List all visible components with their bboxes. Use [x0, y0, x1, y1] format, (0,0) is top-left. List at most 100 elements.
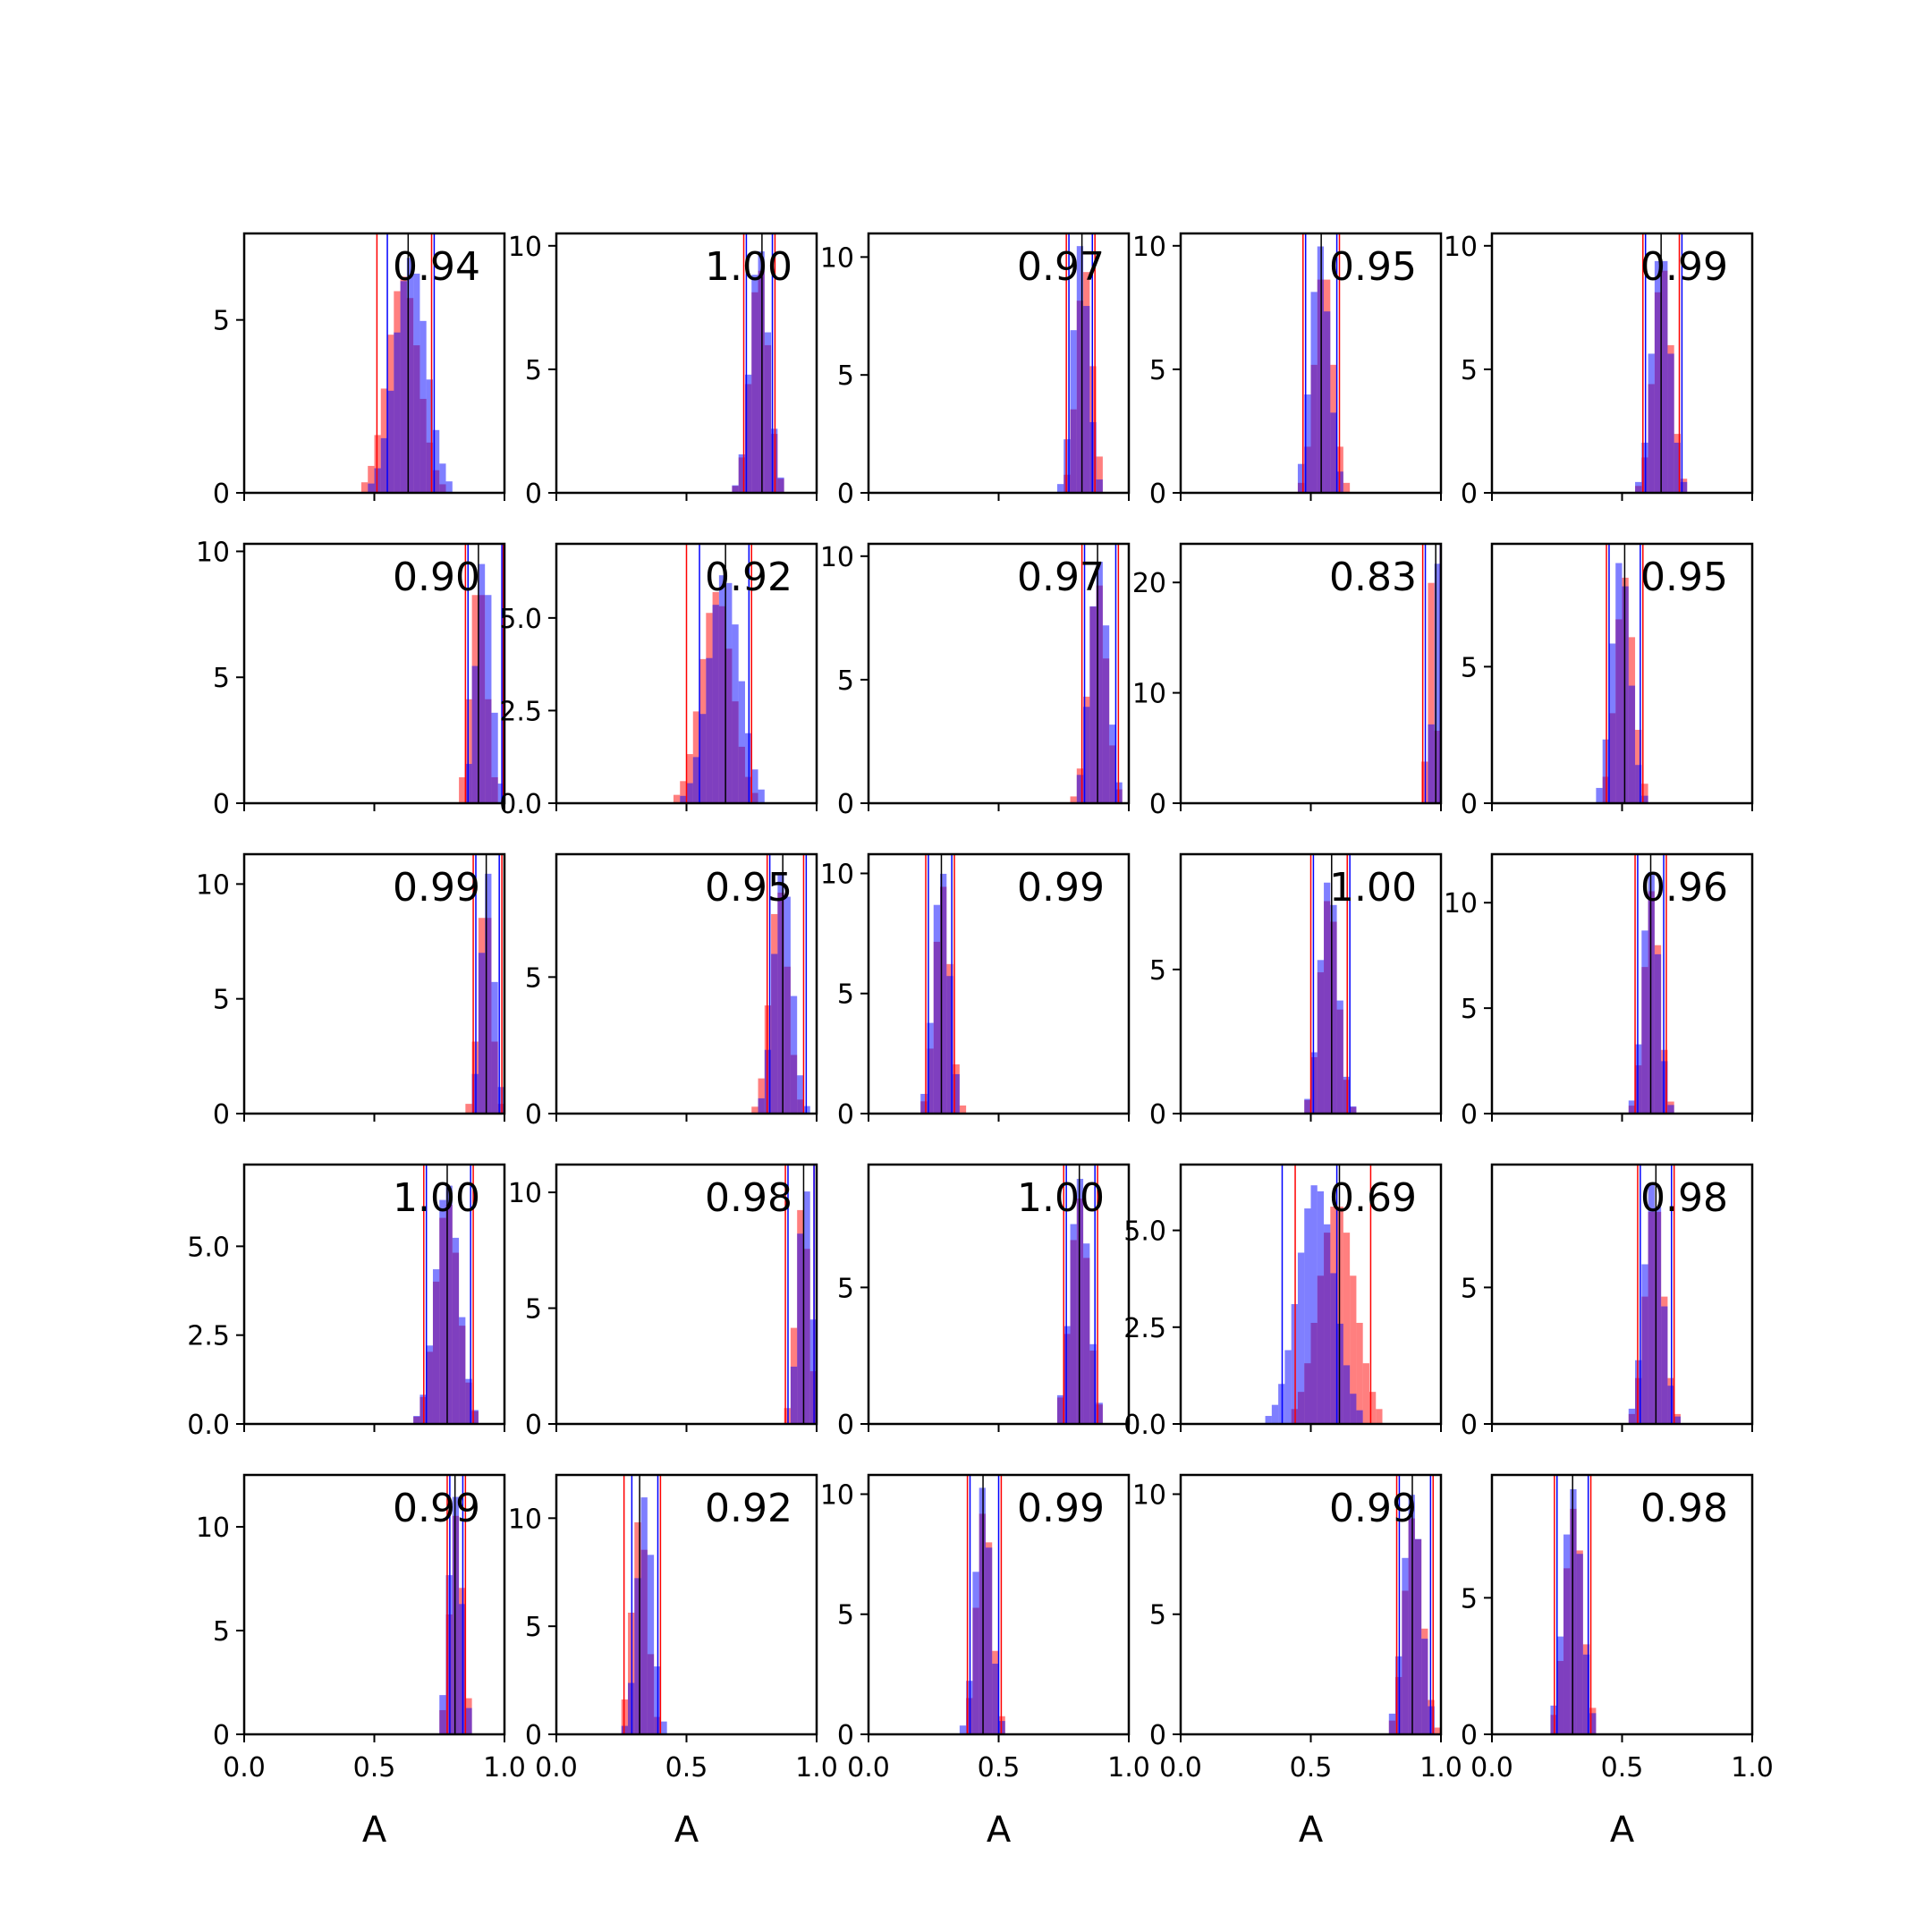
panel-r1-c1-annotation: 0.94 — [393, 244, 480, 290]
panel-r5-c1-ytick-label-0: 0 — [213, 1720, 230, 1751]
panel-r1-c5-blue-hist-bar-4 — [1661, 260, 1668, 493]
panel-r1-c1-blue-hist-bar-0 — [368, 483, 375, 493]
panel-r1-c1-red-hist-bar-0 — [360, 482, 369, 493]
panel-r4-c4-blue-hist-bar-5 — [1297, 1252, 1305, 1424]
panel-r5-c5-annotation: 0.98 — [1640, 1486, 1728, 1531]
panel-r4-c4-red-hist-bar-8 — [1343, 1233, 1351, 1424]
panel-r5-c3-xtick-label-0: 0.0 — [847, 1752, 890, 1784]
x-axis-label-col-4: A — [1299, 1809, 1324, 1851]
panel-r1-c1: 050.94 — [213, 232, 506, 510]
panel-r2-c3-ytick-label-0: 0 — [837, 789, 854, 820]
panel-r5-c1-blue-hist-bar-4 — [465, 1707, 472, 1734]
panel-r3-c2-blue-hist-bar-3 — [777, 873, 784, 1114]
panel-r2-c4-annotation: 0.83 — [1329, 555, 1417, 600]
panel-r3-c5-ytick-label-1: 5 — [1461, 994, 1478, 1025]
panel-r4-c4-ytick-label-1: 2.5 — [1123, 1313, 1166, 1344]
panel-r1-c4-ytick-label-2: 10 — [1132, 232, 1166, 263]
panel-r3-c4: 051.00 — [1149, 852, 1443, 1131]
panel-r4-c4-red-hist-bar-9 — [1350, 1275, 1357, 1424]
panel-r1-c5-ytick-label-1: 5 — [1461, 355, 1478, 386]
panel-r5-c3-annotation: 0.99 — [1017, 1486, 1105, 1531]
panel-r2-c3-blue-hist-bar-5 — [1109, 724, 1116, 803]
panel-r4-c4-blue-hist-bar-3 — [1284, 1350, 1292, 1424]
panel-r4-c2-ytick-label-1: 5 — [525, 1294, 542, 1326]
panel-r2-c5-red-hist-bar-6 — [1641, 784, 1648, 803]
panel-r4-c3-ytick-label-0: 0 — [837, 1410, 854, 1441]
panel-r1-c4-ytick-label-1: 5 — [1149, 355, 1166, 386]
panel-r2-c4-ytick-label-2: 20 — [1132, 568, 1166, 599]
panel-r3-c2-blue-hist-bar-2 — [771, 953, 778, 1114]
panel-r2-c2: 0.0 2.5 5.0 0.92 — [499, 542, 818, 820]
panel-r1-c2-blue-hist-bar-2 — [744, 374, 752, 493]
panel-r1-c4-blue-hist-bar-0 — [1297, 463, 1305, 493]
panel-r2-c3-blue-hist-bar-0 — [1076, 775, 1084, 803]
panel-r2-c3-blue-hist-bar-3 — [1096, 562, 1103, 803]
panel-r3-c4-blue-hist-bar-4 — [1330, 904, 1337, 1114]
panel-r4-c3-ytick-label-1: 5 — [837, 1273, 854, 1304]
panel-r1-c4-ytick-label-0: 0 — [1149, 479, 1166, 510]
panel-r4-c4-blue-hist-bar-9 — [1324, 1224, 1331, 1424]
panel-r5-c1: 0 5 10 0.99 — [196, 1473, 506, 1751]
panel-r4-c2-blue-hist-bar-0 — [790, 1366, 798, 1424]
panel-r4-c4-blue-hist-bar-13 — [1350, 1394, 1357, 1424]
panel-r1-c1-blue-hist-bar-3 — [387, 390, 394, 493]
panel-r4-c1-blue-hist-bar-3 — [432, 1269, 440, 1424]
panel-r5-c5-xtick-label-2: 1.0 — [1731, 1752, 1774, 1784]
panel-r3-c3-ytick-label-1: 5 — [837, 979, 854, 1011]
panel-r5-c5: 050.98 — [1461, 1473, 1754, 1751]
panel-r4-c2-blue-hist-bar-1 — [797, 1233, 804, 1424]
panel-r5-c3-xtick-label-2: 1.0 — [1107, 1752, 1150, 1784]
panel-r5-c1-blue-hist-bar-0 — [439, 1695, 446, 1734]
panel-r2-c1-annotation: 0.90 — [393, 555, 480, 600]
panel-r5-c5-blue-hist-bar-5 — [1582, 1654, 1590, 1734]
panel-r3-c2-ytick-label-0: 0 — [525, 1099, 542, 1131]
panel-r2-c1-blue-hist-bar-2 — [478, 564, 486, 803]
panel-r1-c1-blue-hist-bar-2 — [380, 437, 388, 493]
panel-r3-c3-red-hist-bar-6 — [959, 1105, 967, 1114]
panel-r2-c5-blue-hist-bar-5 — [1628, 685, 1636, 803]
panel-r4-c1-blue-hist-bar-0 — [413, 1416, 420, 1424]
panel-r2-c2-blue-hist-bar-8 — [732, 624, 739, 803]
panel-r5-c4-blue-hist-bar-0 — [1388, 1713, 1396, 1734]
panel-r3-c4-blue-hist-bar-0 — [1304, 1098, 1311, 1114]
panel-r1-c1-red-hist-bar-1 — [368, 465, 375, 493]
panel-r2-c1-blue-hist-bar-1 — [471, 665, 479, 803]
panel-r4-c2: 0 5 10 0.98 — [508, 1163, 818, 1441]
panel-r2-c2-blue-hist-bar-4 — [706, 657, 713, 803]
panel-r4-c1-ytick-label-0: 0.0 — [187, 1410, 230, 1441]
panel-r1-c1-ytick-label-0: 0 — [213, 479, 230, 510]
panel-r4-c1-blue-hist-bar-2 — [426, 1345, 433, 1424]
panel-r2-c3-blue-hist-bar-2 — [1089, 606, 1097, 803]
panel-r1-c5-blue-hist-bar-6 — [1674, 442, 1681, 493]
panel-r1-c3-blue-hist-bar-6 — [1096, 479, 1103, 493]
panel-r3-c2-blue-hist-bar-5 — [790, 996, 798, 1114]
panel-r3-c1-blue-hist-bar-1 — [478, 953, 486, 1114]
panel-r3-c2-blue-hist-bar-6 — [797, 1075, 804, 1114]
panel-r1-c1-blue-hist-bar-11 — [439, 463, 446, 493]
panel-r2-c1-ytick-label-1: 5 — [213, 663, 230, 694]
panel-r2-c5-blue-hist-bar-0 — [1596, 787, 1603, 803]
panel-r4-c4-annotation: 0.69 — [1329, 1175, 1417, 1221]
panel-r5-c3-ytick-label-1: 5 — [837, 1600, 854, 1631]
panel-r3-c2-annotation: 0.95 — [705, 865, 792, 911]
panel-r2-c4: 0 10 20 0.83 — [1132, 542, 1443, 820]
panel-r4-c4-ytick-label-0: 0.0 — [1123, 1410, 1166, 1441]
panel-r1-c1-ytick-label-1: 5 — [213, 306, 230, 337]
panel-r4-c4-blue-hist-bar-7 — [1310, 1185, 1318, 1424]
panel-r4-c4-blue-hist-bar-8 — [1317, 1191, 1325, 1424]
panel-r1-c5-ytick-label-0: 0 — [1461, 479, 1478, 510]
panel-r5-c5-blue-hist-bar-1 — [1556, 1636, 1564, 1734]
panel-r5-c1-ytick-label-2: 10 — [196, 1513, 230, 1544]
panel-r2-c3-blue-hist-bar-4 — [1102, 625, 1110, 803]
panel-r2-c4-blue-hist-bar-0 — [1428, 724, 1435, 803]
panel-r1-c5-blue-hist-bar-0 — [1635, 481, 1642, 493]
panel-r4-c5-ytick-label-0: 0 — [1461, 1410, 1478, 1441]
panel-r2-c4-blue-hist-bar-1 — [1434, 564, 1441, 803]
panel-r1-c2-blue-hist-bar-3 — [751, 275, 758, 493]
panel-r4-c5-annotation: 0.98 — [1640, 1175, 1728, 1221]
panel-r3-c1: 0 5 10 0.99 — [196, 852, 506, 1131]
panel-r5-c3-blue-hist-bar-2 — [972, 1572, 979, 1734]
panel-r1-c4-red-hist-bar-7 — [1343, 482, 1351, 493]
